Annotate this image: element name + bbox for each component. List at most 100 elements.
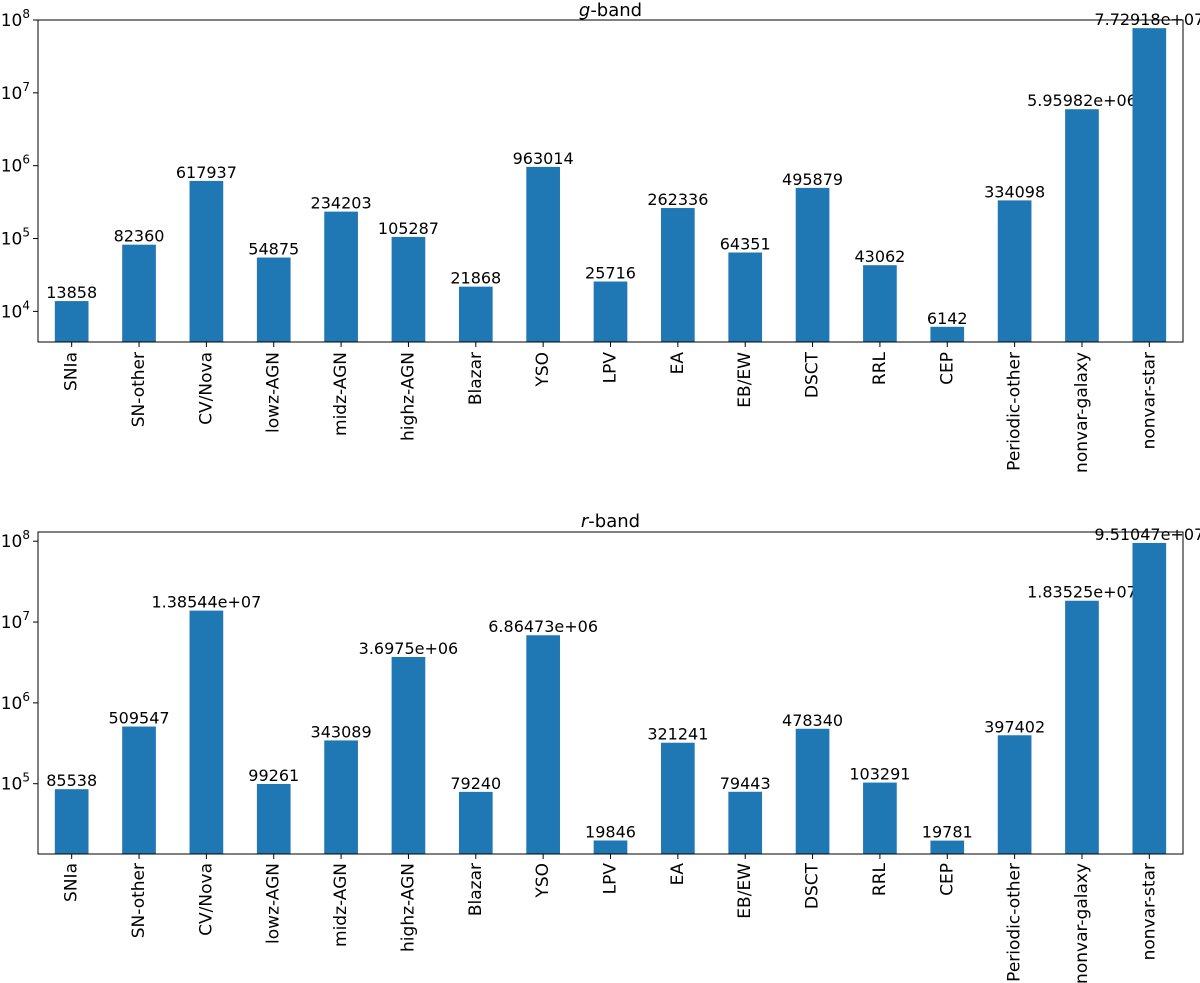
bar [593, 840, 628, 854]
data-label: 6.86473e+06 [488, 617, 598, 636]
bar [1132, 28, 1167, 342]
bar [122, 244, 156, 342]
category-label: midz-AGN [331, 863, 351, 947]
category-label: SNIa [62, 352, 82, 391]
data-label: 13858 [46, 283, 97, 302]
bar [122, 726, 156, 854]
y-tick-label: 107 [1, 609, 30, 633]
data-label: 21868 [450, 269, 501, 288]
bar [189, 180, 224, 342]
data-label: 9.51047e+07 [1094, 525, 1200, 544]
category-label: LPV [601, 352, 621, 384]
data-label: 334098 [984, 182, 1045, 201]
y-tick-label: 106 [1, 690, 30, 714]
bar [324, 740, 358, 854]
bar [256, 257, 291, 342]
category-label: DSCT [803, 862, 823, 909]
category-label: EA [668, 352, 688, 375]
bar [930, 326, 965, 342]
data-label: 103291 [849, 765, 910, 784]
data-label: 397402 [984, 717, 1045, 736]
category-label: DSCT [803, 351, 823, 398]
category-label: nonvar-galaxy [1072, 352, 1092, 473]
data-label: 343089 [311, 722, 372, 741]
category-label: CV/Nova [196, 352, 216, 425]
y-tick-label: 105 [1, 771, 30, 795]
bar [1065, 109, 1099, 342]
data-label: 1.83525e+07 [1027, 583, 1137, 602]
bar [728, 791, 763, 854]
data-label: 19781 [922, 823, 973, 842]
y-tick-label: 104 [1, 298, 30, 322]
data-label: 79443 [720, 774, 771, 793]
bar [661, 742, 695, 854]
category-label: RRL [870, 351, 890, 385]
category-label: EA [668, 863, 688, 886]
chart-title-italic: r [581, 511, 590, 532]
y-tick-label: 108 [1, 528, 30, 552]
bar [526, 635, 560, 854]
bar [863, 782, 897, 854]
data-label: 99261 [248, 766, 299, 785]
y-tick-label: 106 [1, 153, 30, 177]
chart-panel-2: r-band 85538 SNIa 509547 SN-other 1.38544e+07… [1, 511, 1200, 983]
data-label: 509547 [108, 709, 169, 728]
bar [526, 166, 560, 342]
data-label: 495879 [782, 170, 843, 189]
data-label: 85538 [46, 771, 97, 790]
bar [256, 783, 291, 854]
plot-frame [37, 531, 1184, 855]
data-label: 3.6975e+06 [359, 639, 459, 658]
data-label: 234203 [311, 194, 372, 213]
data-label: 262336 [647, 190, 708, 209]
bar [661, 208, 695, 342]
category-label: highz-AGN [398, 863, 418, 952]
chart-title: g-band [579, 0, 642, 21]
category-label: lowz-AGN [264, 863, 284, 944]
data-label: 54875 [248, 240, 299, 259]
category-label: SNIa [62, 863, 82, 902]
category-label: nonvar-star [1139, 352, 1159, 449]
plot-frame [37, 19, 1184, 343]
category-label: SN-other [129, 352, 149, 427]
data-label: 19846 [585, 822, 636, 841]
category-label: Periodic-other [1005, 863, 1025, 982]
bar [1132, 542, 1167, 854]
y-tick-label: 107 [1, 80, 30, 104]
category-label: CV/Nova [196, 863, 216, 936]
chart-panel-1: g-band 13858 SNIa 82360 SN-other 617937 CV/Nov… [1, 0, 1200, 473]
category-label: EB/EW [735, 863, 755, 919]
data-label: 321241 [647, 725, 708, 744]
y-tick-label: 105 [1, 226, 30, 250]
chart-title: r-band [581, 511, 640, 532]
data-label: 6142 [927, 309, 968, 328]
bar [391, 656, 426, 854]
bar [1065, 600, 1099, 854]
category-label: RRL [870, 862, 890, 896]
category-label: YSO [533, 352, 553, 388]
category-label: highz-AGN [398, 352, 418, 441]
category-label: SN-other [129, 863, 149, 938]
bar [593, 281, 628, 342]
y-tick-label: 108 [1, 7, 30, 31]
bar [795, 728, 830, 854]
category-label: lowz-AGN [264, 352, 284, 433]
bar [795, 187, 830, 342]
data-label: 105287 [378, 219, 439, 238]
bar [324, 211, 358, 342]
data-label: 43062 [854, 247, 905, 266]
category-label: midz-AGN [331, 352, 351, 436]
bar [458, 286, 493, 342]
data-label: 617937 [176, 163, 237, 182]
bar [189, 610, 224, 854]
chart-title-rest: -band [588, 511, 640, 532]
category-label: nonvar-galaxy [1072, 863, 1092, 983]
data-label: 5.95982e+06 [1027, 91, 1137, 110]
category-label: Blazar [466, 863, 486, 916]
category-label: Periodic-other [1005, 352, 1025, 471]
bar [997, 735, 1032, 854]
data-label: 64351 [720, 234, 771, 253]
bar [930, 840, 965, 854]
bar [54, 789, 89, 854]
